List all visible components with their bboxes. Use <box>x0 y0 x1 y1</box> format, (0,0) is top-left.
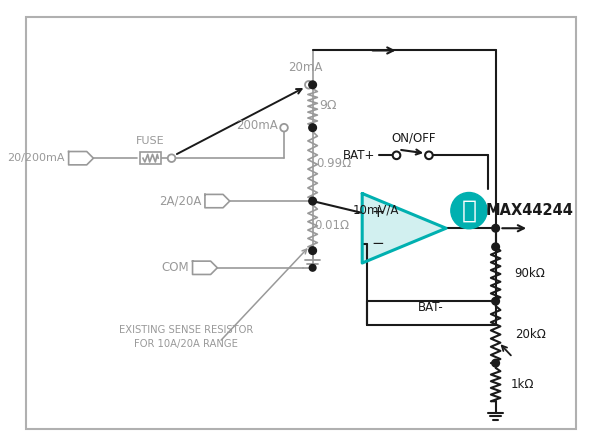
Text: 1kΩ: 1kΩ <box>511 378 534 391</box>
Text: 0.01Ω: 0.01Ω <box>314 219 349 232</box>
Text: EXISTING SENSE RESISTOR: EXISTING SENSE RESISTOR <box>119 325 253 335</box>
Text: 20/200mA: 20/200mA <box>7 153 65 163</box>
Polygon shape <box>362 194 446 263</box>
Circle shape <box>309 264 316 271</box>
Text: 90kΩ: 90kΩ <box>515 267 545 280</box>
Text: 0.99Ω: 0.99Ω <box>316 157 351 170</box>
Circle shape <box>309 81 316 89</box>
Text: COM: COM <box>161 261 189 274</box>
Text: 9Ω: 9Ω <box>319 99 337 112</box>
Circle shape <box>392 152 400 159</box>
Text: 2A/20A: 2A/20A <box>159 194 201 207</box>
Text: +: + <box>371 206 384 220</box>
Text: MAX44244: MAX44244 <box>486 203 574 218</box>
Text: ON/OFF: ON/OFF <box>391 132 436 145</box>
Text: 20mA: 20mA <box>288 61 322 74</box>
Circle shape <box>492 297 499 305</box>
Circle shape <box>309 124 316 132</box>
Circle shape <box>425 152 433 159</box>
Text: 10mV/A: 10mV/A <box>353 203 399 217</box>
Text: BAT-: BAT- <box>418 301 444 314</box>
Circle shape <box>305 81 313 89</box>
Text: FOR 10A/20A RANGE: FOR 10A/20A RANGE <box>134 339 238 349</box>
Text: BAT+: BAT+ <box>343 149 375 162</box>
Circle shape <box>451 193 487 229</box>
Text: −: − <box>371 236 384 251</box>
Text: Ⓜ: Ⓜ <box>462 198 476 223</box>
Text: 20kΩ: 20kΩ <box>515 328 545 341</box>
Circle shape <box>168 154 176 162</box>
Text: 200mA: 200mA <box>236 119 278 132</box>
Circle shape <box>492 359 499 367</box>
Circle shape <box>280 124 288 132</box>
FancyBboxPatch shape <box>26 17 576 429</box>
Text: FUSE: FUSE <box>137 136 165 146</box>
Circle shape <box>492 243 499 251</box>
Circle shape <box>309 197 316 205</box>
Circle shape <box>309 247 316 255</box>
FancyBboxPatch shape <box>140 153 161 164</box>
Circle shape <box>492 224 499 232</box>
